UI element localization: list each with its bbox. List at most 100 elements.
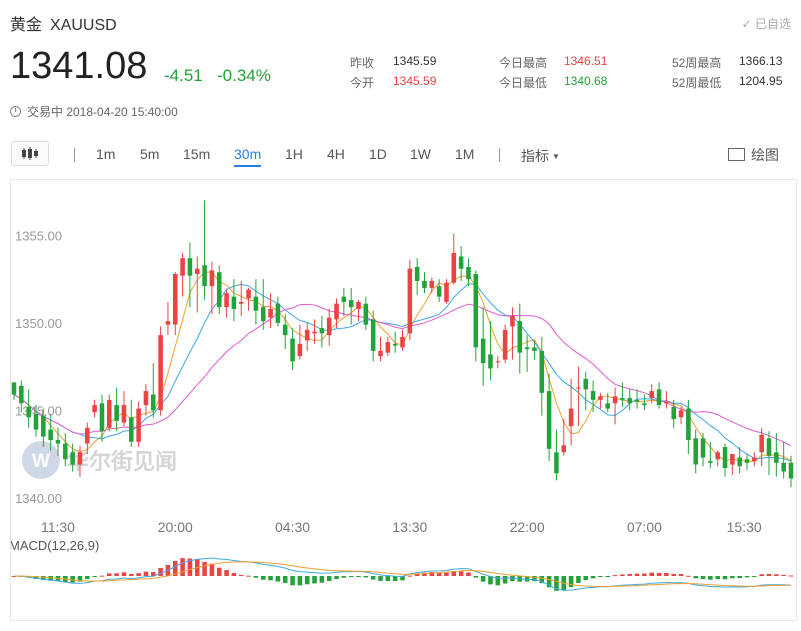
moving-average-line-20	[13, 303, 792, 447]
macd-bar	[576, 576, 581, 583]
macd-bar	[466, 572, 471, 576]
candle	[63, 443, 68, 460]
macd-bar	[209, 563, 215, 576]
candle	[238, 301, 244, 304]
macd-bar	[642, 573, 647, 576]
macd-bar	[348, 576, 354, 578]
chart-draw-icon	[728, 148, 745, 161]
macd-bar	[334, 576, 339, 580]
watermark: W	[22, 441, 60, 479]
candle	[656, 389, 662, 406]
stat-52w-high: 1366.13	[739, 54, 783, 68]
macd-bar	[253, 576, 259, 578]
timeframe-1m[interactable]: 1m	[96, 146, 116, 162]
candle	[715, 452, 720, 460]
stat-low-label: 今日最低	[499, 76, 548, 90]
candle	[48, 429, 53, 441]
candle	[649, 391, 654, 399]
macd-bar	[407, 575, 413, 577]
candle	[583, 378, 589, 390]
stat-prev-close-label: 昨收	[350, 56, 375, 70]
candle	[385, 342, 391, 353]
macd-bar	[385, 576, 391, 582]
trading-status: 交易中 2018-04-20 15:40:00	[10, 103, 178, 120]
macd-bar	[752, 576, 757, 577]
candle	[224, 293, 229, 308]
macd-bar	[539, 576, 545, 584]
candle	[664, 401, 669, 404]
macd-bar	[744, 576, 750, 578]
macd-bar	[444, 572, 449, 576]
macd-bar	[363, 576, 369, 578]
candle	[422, 280, 427, 288]
macd-bar	[495, 576, 501, 586]
indicator-dropdown[interactable]: 指标 ▼	[521, 146, 560, 166]
macd-bar	[85, 576, 90, 580]
candle	[275, 303, 281, 323]
macd-bar	[510, 576, 515, 582]
y-tick-label: 1355.00	[15, 228, 62, 243]
candle	[458, 256, 464, 269]
macd-bar	[620, 574, 625, 576]
candle	[334, 303, 339, 320]
candle	[576, 387, 581, 389]
macd-bar	[590, 576, 596, 579]
candle	[532, 347, 537, 351]
x-tick-label: 22:00	[510, 519, 545, 535]
macd-bar	[48, 576, 53, 581]
macd-bar	[268, 576, 273, 581]
candle	[590, 391, 596, 400]
macd-bar	[649, 572, 654, 576]
timeframe-15m[interactable]: 15m	[183, 146, 211, 162]
macd-bar	[143, 571, 149, 576]
macd-bar	[737, 576, 742, 578]
candlestick-icon	[22, 147, 38, 160]
candlestick-chart[interactable]: W 华尔街见闻 1355.00 1350.00 1345.00 1340.00 11:30 2…	[9, 180, 796, 620]
macd-bar	[715, 576, 720, 580]
macd-bar	[473, 576, 479, 578]
watchlist-added-button[interactable]: ✓ 已自选	[741, 17, 791, 31]
watermark-text: 华尔街见闻	[67, 449, 177, 474]
candle	[363, 303, 369, 325]
timeframe-1mo[interactable]: 1M	[455, 146, 475, 162]
draw-button[interactable]: 绘图	[728, 145, 779, 165]
candle	[187, 258, 193, 276]
candle	[392, 343, 398, 346]
chart-area[interactable]: W 华尔街见闻 1355.00 1350.00 1345.00 1340.00 11:30 2…	[9, 179, 797, 621]
macd-bar	[605, 576, 611, 577]
price-change-percent: -0.34%	[217, 66, 271, 85]
macd-bar	[436, 572, 442, 576]
macd-bar	[730, 576, 735, 579]
macd-bar	[656, 572, 662, 576]
timeframe-4h[interactable]: 4H	[327, 146, 345, 162]
macd-bar	[290, 576, 295, 586]
stat-open: 1345.59	[393, 74, 437, 88]
candle	[781, 462, 786, 472]
candle	[70, 452, 75, 465]
x-tick-label: 04:30	[275, 519, 310, 535]
macd-bar	[378, 576, 383, 581]
macd-bar	[708, 576, 713, 580]
candle	[85, 427, 90, 444]
candle	[495, 361, 501, 363]
chart-type-button[interactable]	[11, 141, 49, 166]
toolbar-divider	[74, 148, 75, 162]
macd-bar	[524, 576, 530, 582]
macd-bar	[678, 574, 684, 576]
candle	[444, 282, 449, 302]
timeframe-30m[interactable]: 30m	[234, 146, 262, 167]
timeframe-1d[interactable]: 1D	[369, 146, 387, 162]
caret-down-icon: ▼	[552, 152, 560, 161]
candle	[33, 413, 39, 430]
candle	[539, 350, 545, 393]
macd-bar	[356, 576, 361, 577]
timeframe-5m[interactable]: 5m	[140, 146, 160, 162]
timeframe-1w[interactable]: 1W	[410, 146, 431, 162]
macd-bar	[429, 572, 435, 576]
macd-bar	[151, 572, 156, 576]
timeframe-1h[interactable]: 1H	[285, 146, 303, 162]
macd-bar	[788, 575, 794, 577]
macd-bar	[41, 576, 46, 581]
candle	[114, 405, 119, 421]
macd-bar	[282, 576, 288, 583]
